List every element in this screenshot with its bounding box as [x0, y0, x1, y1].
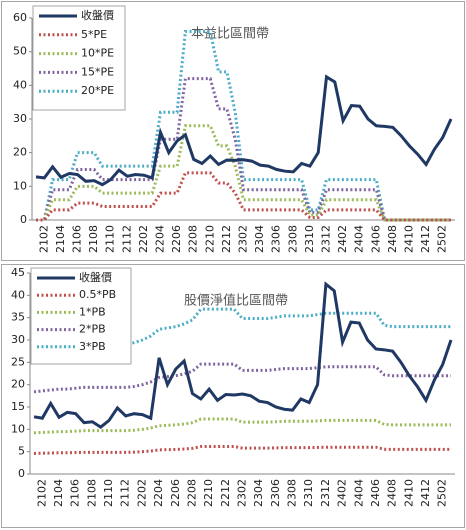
x-tick-label: 2112 [119, 479, 132, 507]
x-tick-label: 2502 [436, 479, 449, 507]
y-tick-label: 40 [11, 288, 25, 301]
legend-label: 20*PE [81, 84, 114, 97]
x-tick-label: 2302 [237, 225, 250, 253]
legend-label: 0.5*PB [79, 288, 116, 301]
legend-label: 3*PB [79, 340, 106, 353]
y-tick-label: 40 [13, 78, 27, 91]
y-tick-label: 30 [11, 333, 25, 346]
x-tick-label: 2202 [137, 225, 150, 253]
x-tick-label: 2304 [252, 479, 265, 507]
x-tick-label: 2208 [187, 225, 200, 253]
legend-label: 1*PB [79, 305, 106, 318]
y-tick-label: 10 [11, 422, 25, 435]
y-tick-label: 10 [13, 179, 27, 192]
y-tick-label: 50 [13, 45, 27, 58]
x-tick-label: 2110 [102, 479, 115, 507]
legend-label: 收盤價 [79, 270, 112, 284]
y-tick-label: 60 [13, 11, 27, 24]
x-tick-label: 2306 [270, 225, 283, 253]
y-tick-label: 15 [11, 400, 25, 413]
x-tick-label: 2106 [69, 479, 82, 507]
x-tick-label: 2112 [120, 225, 133, 253]
series-line [36, 171, 451, 222]
x-tick-label: 2110 [104, 225, 117, 253]
x-tick-label: 2412 [419, 479, 432, 507]
chart: 0 5 10 15 20 25 30 35 40 45 2102 2104 2106 2108 2110 21… [1, 264, 465, 528]
x-tick-label: 2212 [219, 479, 232, 507]
y-tick-label: 35 [11, 311, 25, 324]
x-tick-label: 2402 [336, 479, 349, 507]
series-line [33, 362, 451, 394]
x-tick-label: 2302 [236, 479, 249, 507]
y-tick-label: 20 [13, 146, 27, 159]
x-tick-label: 2406 [369, 225, 382, 253]
x-tick-label: 2312 [319, 479, 332, 507]
series-line [33, 281, 453, 429]
x-tick-label: 2312 [320, 225, 333, 253]
x-tick-label: 2210 [202, 479, 215, 507]
legend-label: 10*PE [81, 47, 114, 60]
x-tick-label: 2102 [35, 479, 48, 507]
x-tick-label: 2410 [403, 225, 416, 253]
legend-label: 2*PB [79, 323, 106, 336]
x-tick-label: 2408 [386, 225, 399, 253]
x-tick-label: 2212 [220, 225, 233, 253]
x-tick-label: 2108 [85, 479, 98, 507]
y-tick-label: 30 [13, 112, 27, 125]
x-tick-label: 2308 [286, 225, 299, 253]
x-tick-label: 2206 [170, 225, 183, 253]
legend: 收盤價 0.5*PB 1*PB 2*PB 3*PB [30, 267, 132, 365]
x-tick-label: 2404 [352, 479, 365, 507]
x-tick-label: 2106 [71, 225, 84, 253]
x-tick-label: 2306 [269, 479, 282, 507]
x-tick-label: 2204 [154, 225, 167, 253]
chart-title: 股價淨值比區間帶 [184, 293, 288, 309]
y-tick-label: 25 [11, 355, 25, 368]
x-tick-label: 2304 [253, 225, 266, 253]
x-tick-label: 2210 [203, 225, 216, 253]
legend: 收盤價 5*PE 10*PE 15*PE 20*PE [32, 5, 126, 111]
legend-label: 收盤價 [81, 8, 114, 22]
x-tick-label: 2410 [402, 479, 415, 507]
series-line [36, 77, 451, 222]
y-tick-label: 45 [11, 266, 25, 279]
x-tick-label: 2310 [303, 225, 316, 253]
x-tick-label: 2104 [54, 225, 67, 253]
chart-title: 本益比區間帶 [191, 27, 269, 42]
x-tick-label: 2406 [369, 479, 382, 507]
x-tick-label: 2208 [185, 479, 198, 507]
x-tick-label: 2102 [37, 225, 50, 253]
x-tick-label: 2204 [152, 479, 165, 507]
x-tick-label: 2202 [135, 479, 148, 507]
x-tick-label: 2404 [353, 225, 366, 253]
x-tick-label: 2402 [336, 225, 349, 253]
x-tick-label: 2408 [386, 479, 399, 507]
x-tick-label: 2502 [436, 225, 449, 253]
legend-label: 15*PE [81, 65, 114, 78]
y-tick-label: 20 [11, 378, 25, 391]
x-tick-label: 2206 [169, 479, 182, 507]
y-tick-label: 0 [20, 213, 27, 226]
x-tick-label: 2310 [302, 479, 315, 507]
x-tick-label: 2308 [286, 479, 299, 507]
series-line [35, 74, 453, 187]
y-tick-label: 0 [18, 467, 25, 480]
legend-label: 5*PE [81, 28, 107, 41]
x-tick-label: 2108 [87, 225, 100, 253]
series-line [33, 445, 451, 455]
y-tick-label: 5 [18, 445, 25, 458]
x-tick-label: 2104 [52, 479, 65, 507]
x-tick-label: 2412 [419, 225, 432, 253]
